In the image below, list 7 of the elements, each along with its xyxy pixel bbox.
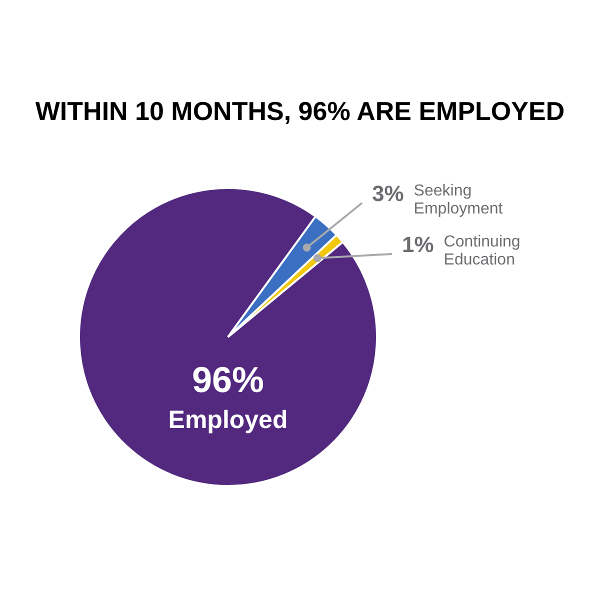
slice-label: Employed bbox=[168, 406, 288, 434]
slice-label: Continuing Education bbox=[444, 233, 520, 268]
data-label: 96% bbox=[192, 358, 264, 400]
slice-label: Seeking Employment bbox=[414, 182, 504, 218]
chart-title: WITHIN 10 MONTHS, 96% ARE EMPLOYED bbox=[34, 96, 566, 127]
data-label: 3% bbox=[372, 181, 404, 206]
data-label: 1% bbox=[402, 232, 434, 258]
